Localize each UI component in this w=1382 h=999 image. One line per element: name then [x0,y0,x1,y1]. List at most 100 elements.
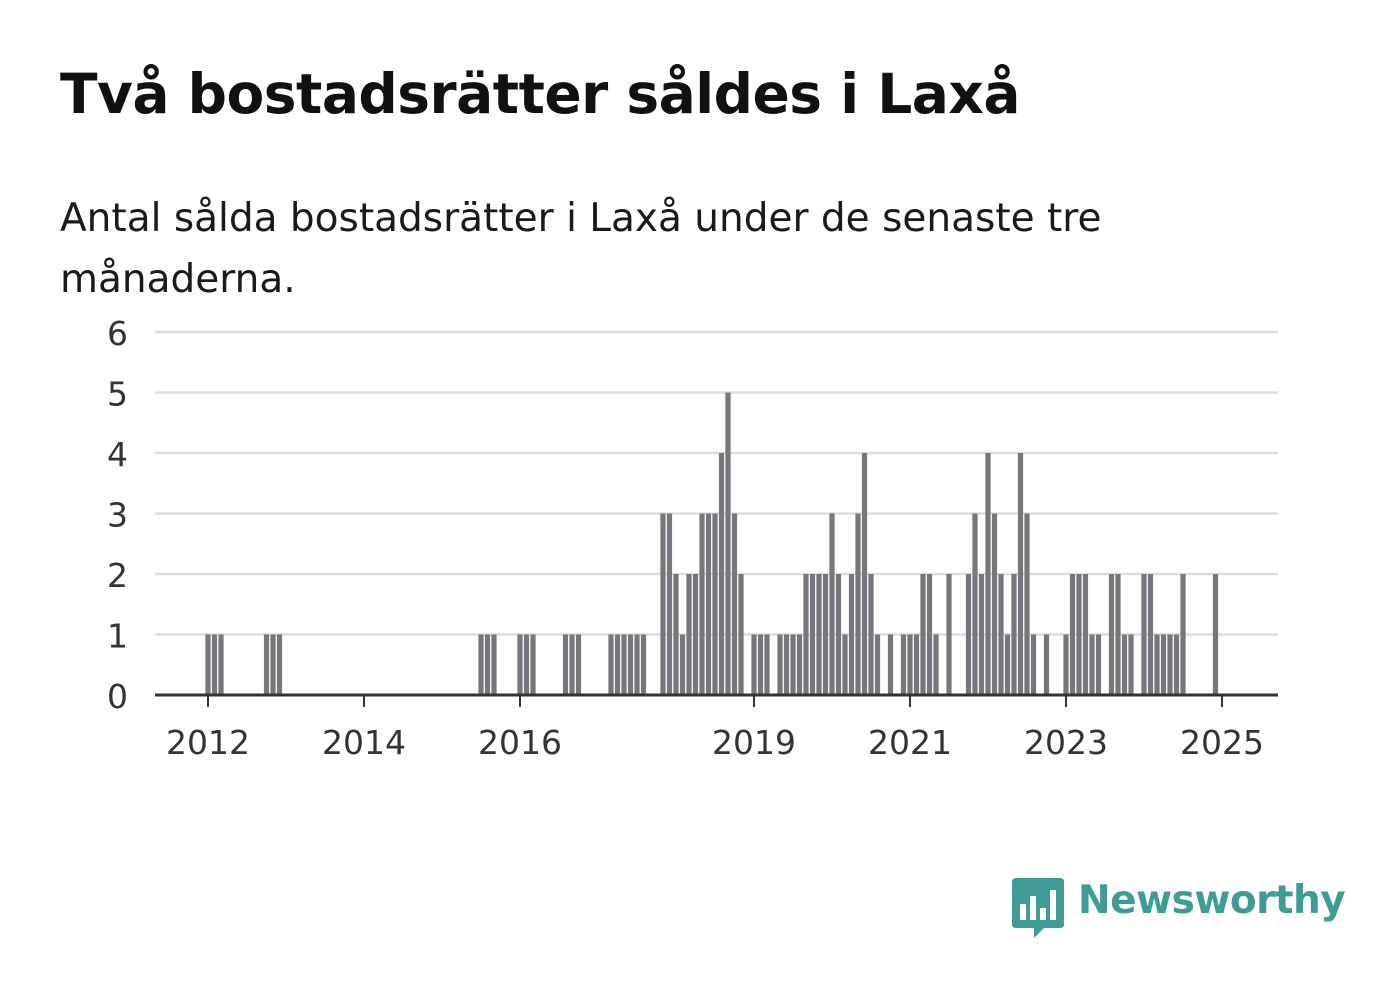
bar [855,513,861,695]
bar [926,574,933,695]
bar [822,574,829,695]
bar [777,634,783,695]
bar [666,513,673,695]
bar [978,574,985,695]
bar [263,634,270,695]
bar [523,634,530,695]
bar [575,634,582,695]
bar [1082,574,1089,695]
bar [900,634,907,695]
bar [218,634,224,695]
bar [712,513,718,695]
x-tick-label: 2023 [1024,723,1108,762]
bar [640,634,647,695]
x-tick-label: 2014 [322,723,406,762]
bar [608,634,614,695]
bar [965,574,972,695]
bar [835,574,842,695]
y-tick-label: 1 [107,617,128,656]
y-tick-label: 3 [107,496,128,535]
x-tick-label: 2021 [868,723,952,762]
bar [907,634,913,695]
bar [1167,634,1173,695]
highlight-value-label: 2 [1212,0,1233,8]
bar [816,574,822,695]
bar [796,634,803,695]
bar [861,453,868,695]
bar [972,513,978,695]
bar [725,392,731,695]
bar [673,574,679,695]
bar [614,634,621,695]
bar [1115,574,1121,695]
chart-subtitle: Antal sålda bostadsrätter i Laxå under d… [60,196,1102,302]
y-tick-label: 6 [107,314,128,353]
y-tick-label: 5 [107,375,128,414]
bar [757,634,764,695]
bar [809,574,816,695]
bar [751,634,757,695]
bar [491,634,497,695]
bar [1141,574,1147,695]
bar [998,574,1004,695]
bar [1030,634,1037,695]
newsworthy-logo: Newsworthy [1010,878,1346,942]
bar [211,634,218,695]
bar [731,513,738,695]
bar [1043,634,1050,695]
bar [517,634,523,695]
bar [1069,574,1076,695]
bar [803,574,809,695]
bar [692,574,699,695]
bar [660,513,666,695]
bar [1108,574,1115,695]
bar [530,634,536,695]
x-tick-label: 2012 [166,723,250,762]
newsworthy-logo-text: Newsworthy [1078,878,1346,923]
bar [1024,513,1030,695]
bar [913,634,920,695]
bar [1089,634,1095,695]
bar [569,634,575,695]
bar [991,513,998,695]
y-tick-label: 0 [107,677,128,716]
bar [484,634,491,695]
bar [783,634,790,695]
bar [1063,634,1069,695]
x-tick-label: 2019 [712,723,796,762]
bar [868,574,874,695]
bar [205,634,211,695]
bar [270,634,276,695]
bar [933,634,939,695]
bar [634,634,640,695]
bar [874,634,881,695]
bar [705,513,712,695]
bar [738,574,744,695]
bar [920,574,926,695]
bar [829,513,835,695]
y-tick-label: 2 [107,556,128,595]
bar [1011,574,1017,695]
bar [1154,634,1160,695]
bar [1128,634,1134,695]
bar [1004,634,1011,695]
bar [848,574,855,695]
bar [718,453,725,695]
y-tick-label: 4 [107,435,128,474]
bar [1160,634,1167,695]
bar [627,634,634,695]
bar [1212,574,1219,695]
x-tick-label: 2025 [1180,723,1264,762]
bar [985,453,991,695]
x-tick-label: 2016 [478,723,562,762]
bar [679,634,686,695]
bar [946,574,952,695]
bar [562,634,569,695]
bar [887,634,894,695]
bar [686,574,692,695]
bar [1121,634,1128,695]
bar [1147,574,1154,695]
bar [478,634,484,695]
bar [842,634,848,695]
